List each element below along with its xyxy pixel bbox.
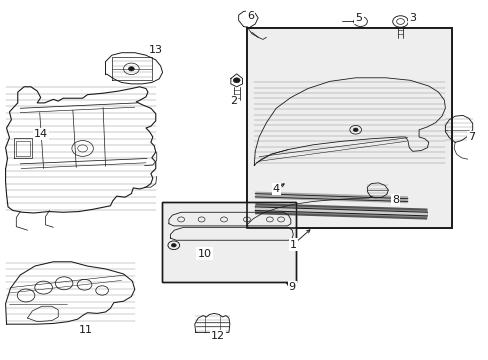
Text: 8: 8 [391,195,398,205]
Bar [246,28,451,228]
Bar [161,202,295,282]
Circle shape [128,67,134,71]
Text: 3: 3 [408,13,415,23]
Text: 13: 13 [148,45,163,55]
Text: 11: 11 [79,325,93,335]
Text: 12: 12 [210,331,224,341]
Text: 7: 7 [467,132,474,142]
Circle shape [352,128,357,132]
Text: 10: 10 [197,248,211,258]
Bar [246,28,451,228]
Text: 4: 4 [272,184,279,194]
Circle shape [171,243,176,247]
Text: 9: 9 [288,282,295,292]
Text: 6: 6 [246,11,253,21]
Text: 2: 2 [230,96,237,106]
Text: 5: 5 [355,13,362,23]
Bar [246,28,451,228]
Bar [161,202,295,282]
Text: 1: 1 [289,239,296,249]
Circle shape [357,19,363,24]
Circle shape [233,78,240,83]
Text: 14: 14 [34,129,48,139]
